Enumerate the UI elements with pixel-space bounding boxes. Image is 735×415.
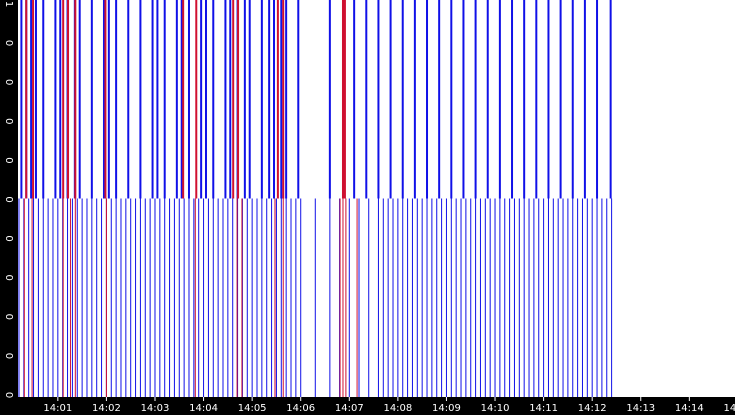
x-tick-label: 14:08 [383, 403, 412, 414]
y-tick-label: 0 [3, 314, 14, 320]
x-tick-label: 14:04 [189, 403, 218, 414]
y-tick-label: 0 [3, 235, 14, 241]
x-tick-label: 14:10 [481, 403, 510, 414]
y-tick-label: 1 [3, 1, 14, 7]
x-tick-label: 14:09 [432, 403, 461, 414]
y-tick-label: 0 [3, 79, 14, 85]
x-tick-label: 14:02 [92, 403, 121, 414]
y-tick-label: 0 [3, 40, 14, 46]
y-tick-label: 0 [3, 157, 14, 163]
y-tick-label: 0 [3, 118, 14, 124]
y-tick-label: 0 [3, 392, 14, 398]
y-tick-label: 0 [3, 196, 14, 202]
y-tick-label: 0 [3, 275, 14, 281]
x-tick-label: 14:05 [238, 403, 267, 414]
x-tick-label: 14:12 [578, 403, 607, 414]
x-tick-label: 14:13 [626, 403, 655, 414]
x-tick-label: 14:06 [286, 403, 315, 414]
x-tick-label: 14:15 [724, 403, 735, 414]
x-tick-label: 14:14 [675, 403, 704, 414]
y-axis-band [0, 0, 18, 415]
x-axis-band [0, 397, 735, 415]
x-tick-label: 14:03 [141, 403, 170, 414]
y-tick-label: 0 [3, 353, 14, 359]
x-tick-label: 14:07 [335, 403, 364, 414]
x-tick-label: 14:01 [43, 403, 72, 414]
x-tick-label: 14:11 [529, 403, 558, 414]
